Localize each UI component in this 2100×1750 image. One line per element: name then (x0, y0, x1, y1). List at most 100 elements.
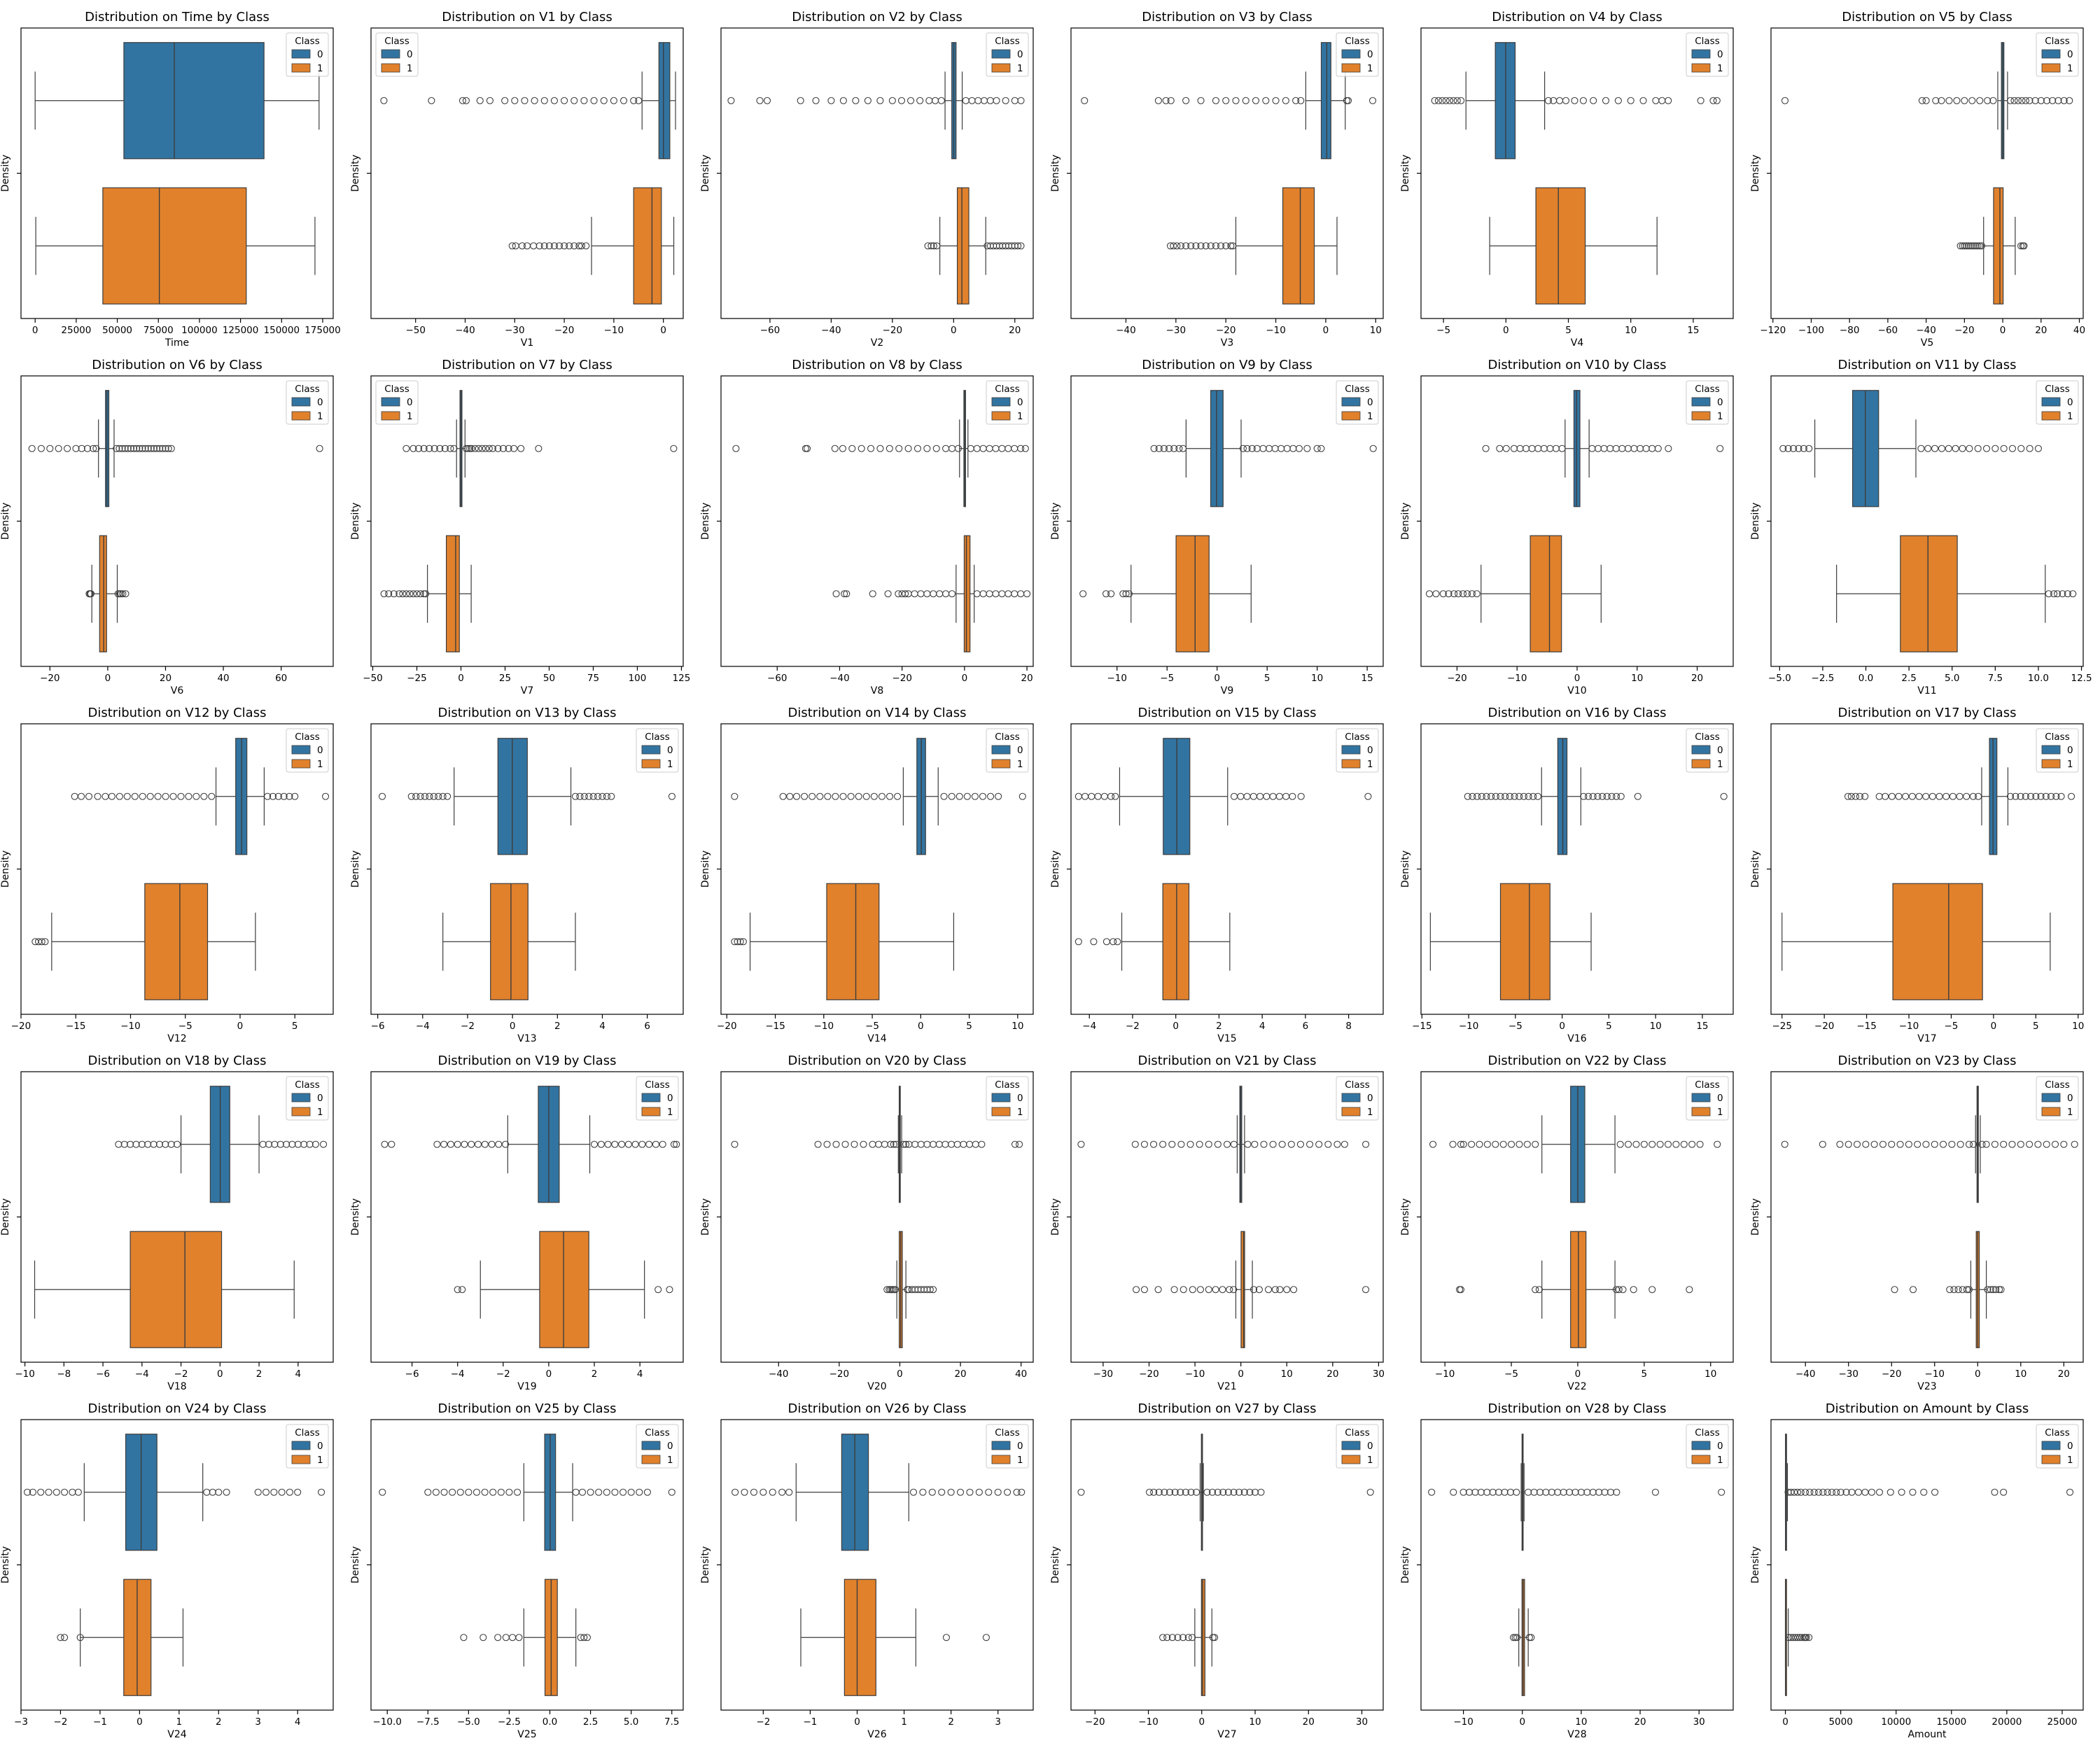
iqr-box (1175, 535, 1210, 652)
outlier-point (416, 590, 424, 598)
outlier-point (465, 1488, 472, 1496)
outlier-point (1453, 97, 1461, 104)
outlier-point (1987, 1286, 1994, 1294)
outlier-point (618, 1140, 626, 1148)
x-tick-label: −100 (1798, 325, 1824, 336)
x-tick-label: 0 (1198, 1716, 1205, 1728)
outlier-point (1196, 1140, 1203, 1148)
legend: Class 0 1 (1336, 1424, 1379, 1469)
outlier-point (1187, 242, 1195, 250)
outlier-point (858, 444, 865, 452)
outlier-point (1438, 97, 1446, 104)
outlier-point (2026, 444, 2033, 452)
outlier-point (583, 1634, 591, 1642)
outlier-point (286, 1488, 293, 1496)
legend-swatch-class-1 (291, 759, 311, 769)
outlier-point (1814, 1488, 1823, 1496)
outlier-point (1450, 97, 1457, 104)
outlier-point (948, 590, 956, 598)
outlier-point (1797, 1488, 1805, 1496)
outlier-point (911, 590, 918, 598)
outlier-point (511, 97, 519, 104)
outlier-point (590, 1140, 598, 1148)
outlier-point (917, 1140, 925, 1148)
outlier-point (476, 97, 484, 104)
legend: Class 0 1 (286, 32, 329, 77)
outlier-point (523, 242, 531, 250)
x-tick-label: −5.0 (457, 1716, 480, 1728)
y-axis-label: Density (350, 1198, 361, 1236)
outlier-point (120, 1140, 128, 1148)
outlier-point (1468, 590, 1476, 598)
legend: Class 0 1 (636, 1424, 679, 1469)
x-axis-label: Time (164, 337, 189, 349)
outlier-point (892, 1140, 900, 1148)
outlier-point (1468, 1140, 1476, 1148)
outlier-point (1991, 444, 1999, 452)
legend-label: 1 (2067, 1107, 2073, 1118)
outlier-point (902, 1140, 910, 1148)
x-tick-label: −50 (363, 673, 383, 684)
x-tick-label: −40 (1116, 325, 1136, 336)
outlier-point (1989, 97, 1997, 104)
y-axis-label: Density (1400, 850, 1411, 888)
outlier-point (941, 1140, 949, 1148)
outlier-point (1842, 1488, 1850, 1496)
outlier-point (540, 97, 548, 104)
outlier-point (953, 1140, 961, 1148)
outlier-point (1833, 1488, 1840, 1496)
outlier-point (1460, 1140, 1467, 1148)
outlier-point (2045, 590, 2052, 598)
x-tick-label: −15 (1412, 1021, 1432, 1032)
iqr-box (844, 1578, 876, 1696)
outlier-point (670, 1140, 678, 1148)
outlier-point (471, 444, 479, 452)
outlier-point (144, 1140, 152, 1148)
legend-swatch-class-1 (1691, 1455, 1711, 1464)
outlier-point (447, 1140, 454, 1148)
x-tick-label: 125 (673, 673, 691, 684)
box-series-class-0 (1781, 1086, 2078, 1203)
outlier-point (1886, 1488, 1894, 1496)
legend-label: 1 (407, 63, 413, 74)
x-tick-label: 5 (292, 1021, 298, 1032)
outlier-point (479, 1634, 487, 1642)
outlier-point (380, 590, 388, 598)
legend-swatch-class-1 (291, 1107, 311, 1116)
outlier-point (923, 444, 931, 452)
box-series-class-1 (1166, 187, 1338, 304)
outlier-point (454, 1140, 461, 1148)
outlier-point (1801, 1488, 1809, 1496)
outlier-point (917, 590, 925, 598)
outlier-point (118, 444, 126, 452)
x-axis-label: V26 (867, 1729, 886, 1740)
outlier-point (620, 1488, 627, 1496)
outlier-point (1278, 1140, 1286, 1148)
outlier-point (940, 792, 948, 800)
x-tick-label: 0 (32, 325, 38, 336)
outlier-point (875, 1140, 883, 1148)
outlier-point (1446, 97, 1454, 104)
outlier-point (1248, 444, 1256, 452)
outlier-point (1429, 1140, 1437, 1148)
outlier-point (808, 792, 816, 800)
outlier-point (1271, 444, 1279, 452)
outlier-point (1915, 792, 1923, 800)
outlier-point (505, 1488, 513, 1496)
iqr-box (1900, 535, 1958, 652)
outlier-point (1552, 444, 1560, 452)
x-axis-label: V19 (517, 1381, 536, 1392)
outlier-point (1819, 1488, 1827, 1496)
outlier-point (1511, 792, 1518, 800)
box-series-class-1 (380, 535, 472, 652)
legend-swatch-class-0 (2041, 397, 2061, 407)
outlier-point (1017, 444, 1025, 452)
outlier-point (603, 1488, 610, 1496)
outlier-point (1455, 590, 1462, 598)
outlier-point (986, 590, 993, 598)
legend-swatch-class-1 (1691, 63, 1711, 73)
x-tick-label: −20 (1216, 325, 1236, 336)
outlier-point (869, 590, 876, 598)
outlier-point (1211, 1634, 1219, 1642)
outlier-point (379, 1488, 386, 1496)
